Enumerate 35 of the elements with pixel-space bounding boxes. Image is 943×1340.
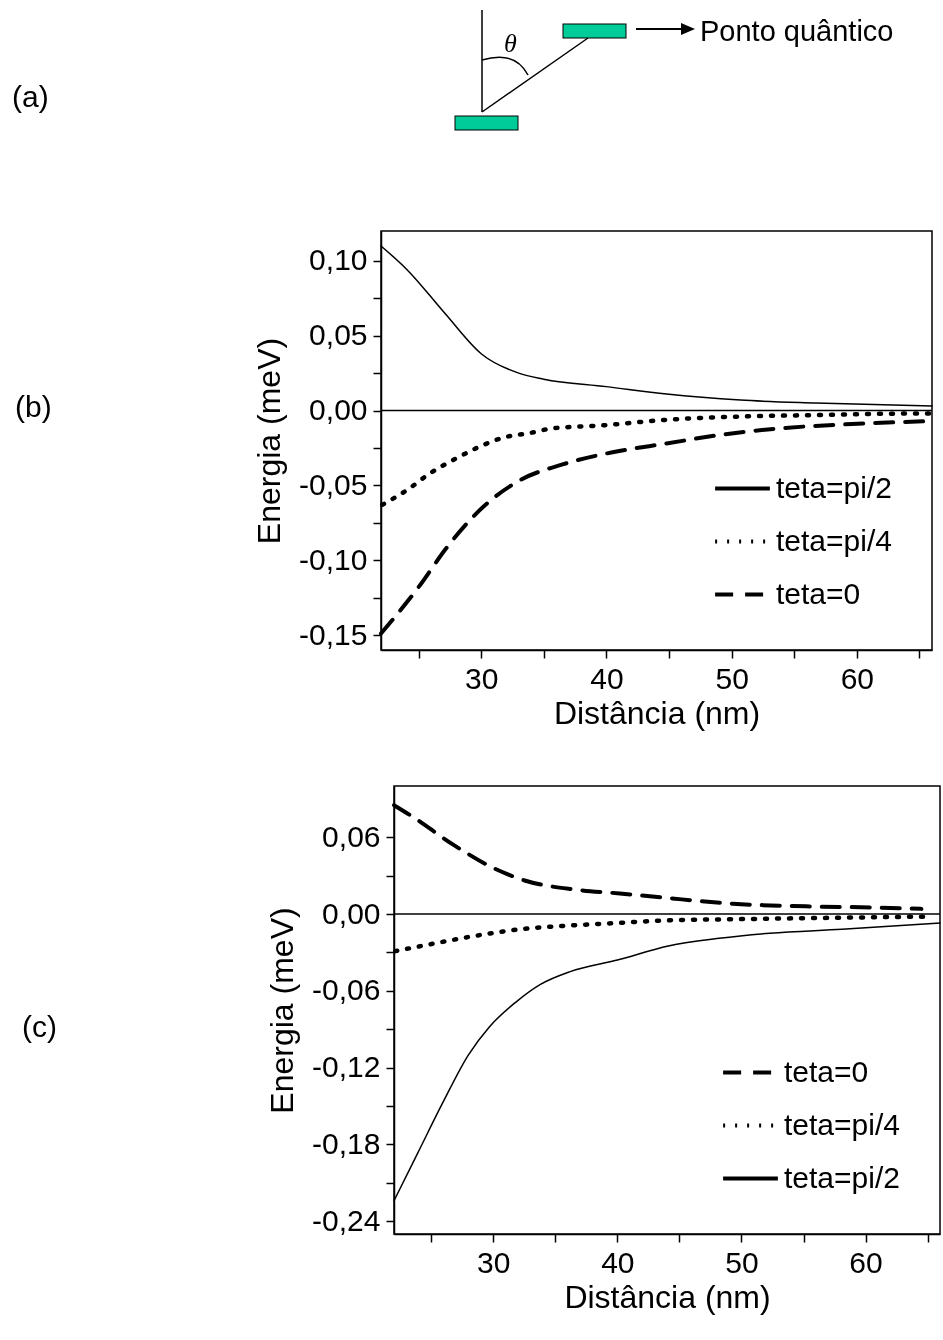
y-tick-label: 0,10 [309, 243, 368, 277]
legend-label: teta=pi/2 [784, 1160, 900, 1194]
y-tick-label: 0,05 [309, 318, 368, 352]
y-tick-label: 0,00 [322, 896, 381, 930]
text: Ponto quântico [700, 15, 894, 47]
y-tick-label: 0,06 [322, 819, 381, 853]
x-tick-label: 40 [601, 1245, 635, 1279]
text: θ [504, 29, 517, 58]
y-tick-label: -0,18 [312, 1126, 381, 1160]
x-axis-title: Distância (nm) [553, 694, 761, 731]
y-tick-label: -0,10 [299, 542, 368, 576]
x-tick-label: 60 [849, 1245, 883, 1279]
x-tick-label: 60 [840, 661, 875, 695]
x-tick-label: 30 [477, 1245, 511, 1279]
y-tick-label: -0,15 [299, 617, 368, 651]
x-tick-label: 30 [464, 661, 499, 695]
y-tick-label: -0,24 [312, 1203, 381, 1237]
y-tick-label: 0,00 [309, 393, 368, 427]
text: (a) [12, 80, 49, 113]
legend-label: teta=0 [784, 1054, 869, 1088]
y-axis-title: Energia (meV) [251, 337, 288, 545]
text: (c) [22, 1010, 57, 1044]
legend-label: teta=pi/2 [776, 470, 892, 504]
y-axis-title: Energia (meV) [264, 907, 301, 1114]
x-tick-label: 50 [725, 1245, 759, 1279]
y-tick-label: -0,06 [312, 973, 381, 1007]
x-tick-label: 50 [715, 661, 749, 695]
text: (b) [15, 390, 52, 424]
x-tick-label: 40 [590, 661, 624, 695]
legend-label: teta=0 [776, 576, 861, 610]
y-tick-label: -0,12 [312, 1050, 381, 1084]
legend-label: teta=pi/4 [784, 1107, 900, 1141]
x-axis-title: Distância (nm) [564, 1278, 771, 1315]
legend-label: teta=pi/4 [776, 523, 892, 557]
y-tick-label: -0,05 [299, 467, 368, 501]
